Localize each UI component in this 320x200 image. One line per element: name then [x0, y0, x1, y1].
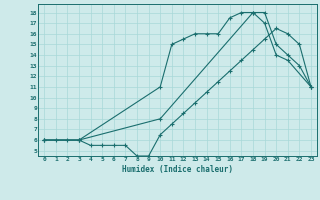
X-axis label: Humidex (Indice chaleur): Humidex (Indice chaleur) [122, 165, 233, 174]
